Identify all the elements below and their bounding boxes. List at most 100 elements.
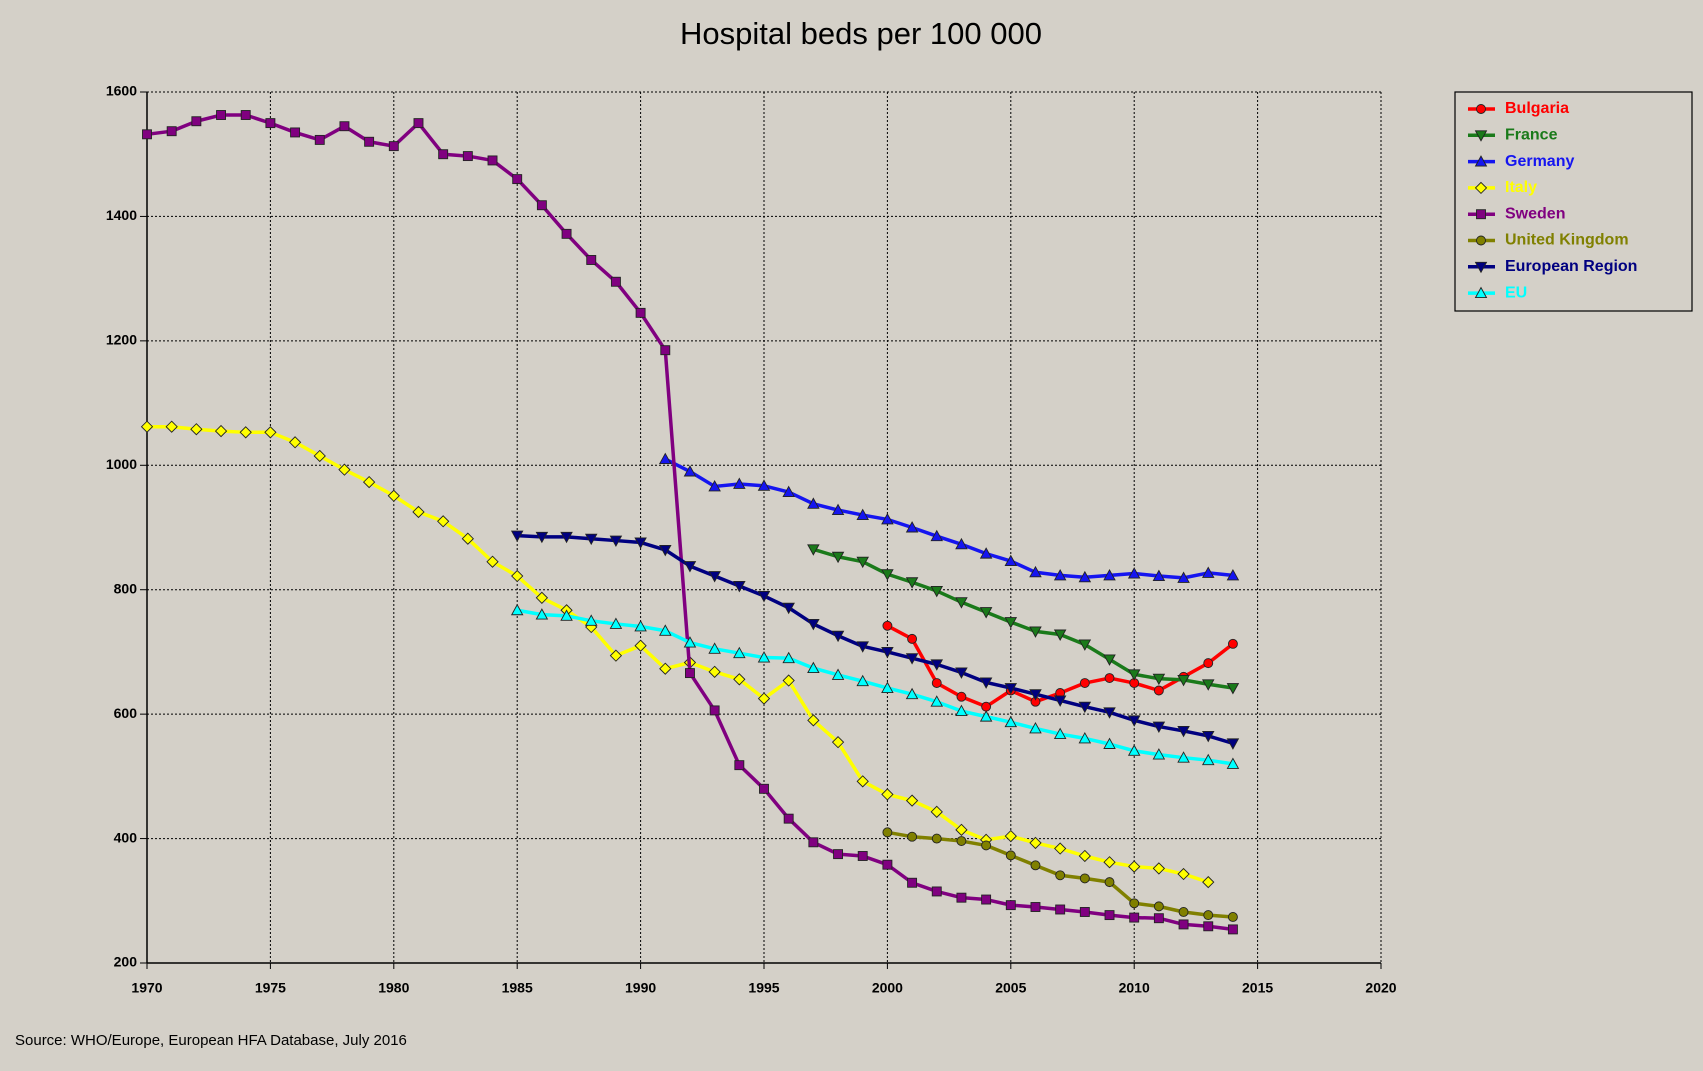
data-point: [362, 475, 376, 489]
data-point: [905, 577, 919, 589]
data-point: [586, 255, 597, 265]
data-point: [1103, 737, 1116, 749]
data-point: [782, 651, 795, 664]
data-point: [1129, 912, 1140, 923]
data-point: [882, 827, 893, 838]
data-point: [1202, 875, 1215, 889]
data-point: [1227, 912, 1238, 922]
data-point: [1127, 567, 1141, 579]
legend-marker: [1476, 235, 1486, 246]
data-point: [511, 569, 524, 583]
data-point: [808, 837, 819, 848]
data-point: [931, 833, 942, 844]
legend-marker: [1474, 261, 1488, 274]
x-tick-label: 1985: [502, 980, 533, 996]
chart-title: Hospital beds per 100 000: [680, 16, 1042, 51]
data-point: [931, 886, 942, 897]
data-point: [1152, 862, 1166, 875]
x-tick-label: 1980: [378, 980, 409, 996]
data-point: [1078, 731, 1092, 744]
data-point: [216, 110, 226, 120]
data-point: [782, 674, 795, 687]
data-point: [907, 877, 918, 888]
data-point: [1103, 568, 1116, 581]
data-point: [1203, 921, 1214, 932]
data-point: [1055, 870, 1066, 881]
data-point: [659, 544, 672, 557]
data-point: [955, 704, 968, 716]
series-line: [664, 457, 1234, 580]
x-tick-label: 1970: [131, 980, 162, 996]
y-tick-label: 400: [114, 829, 138, 845]
data-point: [733, 673, 746, 686]
data-point: [1004, 829, 1017, 843]
data-point: [1029, 689, 1042, 701]
data-point: [955, 537, 968, 550]
legend-marker: [1476, 209, 1486, 220]
data-point: [438, 149, 449, 160]
legend-marker: [1474, 130, 1488, 142]
data-point: [881, 569, 894, 581]
data-point: [1053, 568, 1067, 581]
x-tick-label: 2000: [872, 980, 903, 996]
data-point: [683, 636, 697, 648]
data-point: [930, 659, 944, 671]
data-point: [1203, 658, 1214, 669]
data-point: [757, 479, 771, 491]
data-point: [1227, 924, 1238, 935]
data-point: [1152, 748, 1166, 760]
data-point: [881, 681, 894, 693]
data-point: [1104, 877, 1115, 888]
data-point: [831, 668, 845, 680]
data-point: [1201, 730, 1215, 743]
data-point: [1079, 873, 1090, 884]
data-point: [140, 420, 154, 433]
data-point: [1079, 907, 1090, 917]
data-point: [981, 894, 992, 905]
data-point: [709, 705, 720, 716]
data-point: [1055, 904, 1066, 915]
data-point: [955, 597, 968, 609]
data-point: [1127, 669, 1141, 681]
data-point: [388, 141, 399, 152]
data-point: [856, 556, 869, 569]
data-point: [856, 641, 869, 653]
data-point: [683, 465, 697, 477]
legend-label: United Kingdom: [1505, 232, 1629, 249]
x-tick-label: 2005: [995, 980, 1026, 996]
data-point: [288, 436, 302, 449]
data-point: [708, 665, 721, 678]
data-point: [1005, 900, 1016, 911]
data-point: [314, 134, 325, 145]
data-point: [1129, 898, 1140, 909]
data-point: [931, 678, 942, 688]
data-point: [214, 424, 228, 438]
data-point: [535, 608, 549, 620]
data-point: [609, 535, 623, 547]
data-point: [881, 788, 894, 801]
data-point: [833, 849, 843, 860]
data-point: [708, 642, 721, 654]
data-point: [1079, 678, 1090, 688]
data-point: [166, 126, 177, 137]
data-point: [510, 530, 524, 543]
data-point: [609, 649, 623, 662]
data-point: [1177, 867, 1190, 881]
data-point: [1152, 721, 1166, 734]
data-point: [979, 607, 993, 619]
data-point: [905, 794, 919, 807]
data-point: [733, 646, 746, 659]
data-point: [1177, 725, 1190, 738]
y-tick-label: 200: [114, 954, 138, 970]
data-point: [981, 701, 992, 712]
data-point: [510, 603, 524, 616]
data-point: [782, 485, 795, 497]
data-point: [338, 463, 351, 476]
legend-label: Germany: [1505, 153, 1574, 170]
data-point: [905, 653, 919, 665]
data-point: [1005, 850, 1016, 861]
data-point: [1227, 638, 1238, 649]
data-point: [1201, 679, 1215, 691]
legend-box: [1454, 91, 1693, 312]
